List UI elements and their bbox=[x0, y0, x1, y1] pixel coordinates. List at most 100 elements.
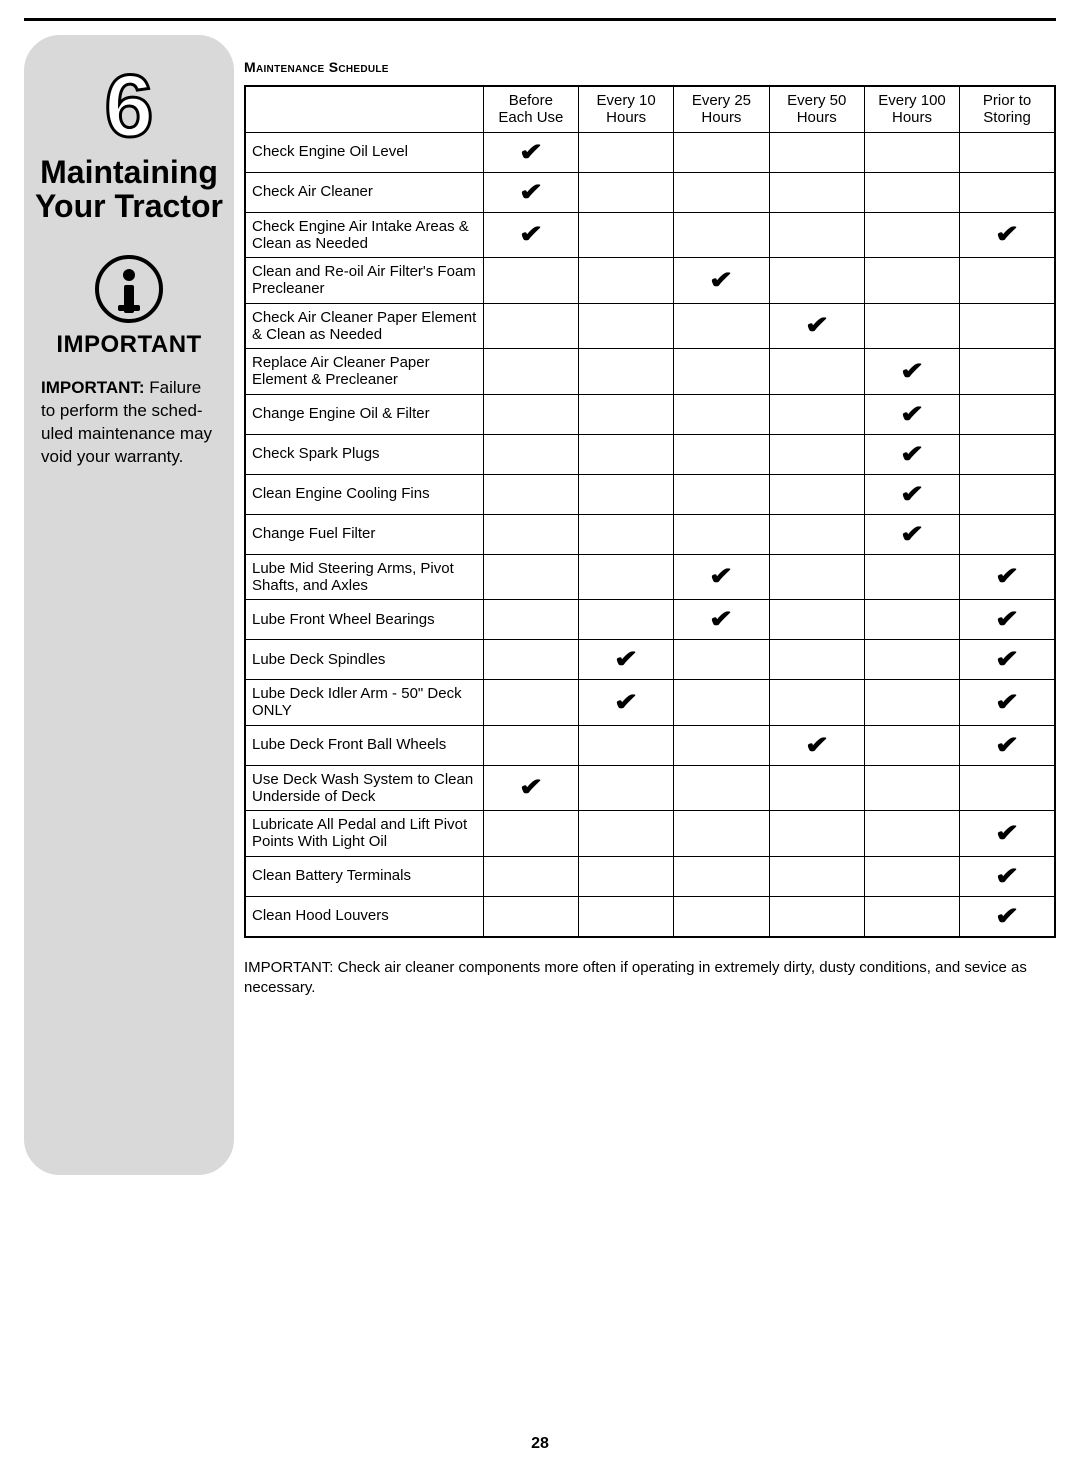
mark-cell: ✔ bbox=[960, 856, 1055, 896]
mark-cell: ✔ bbox=[960, 640, 1055, 680]
mark-cell bbox=[769, 640, 864, 680]
task-cell: Check Air Cleaner bbox=[245, 172, 483, 212]
mark-cell bbox=[864, 896, 959, 937]
important-body: IMPORTANT: Failure to perform the sched­… bbox=[35, 377, 223, 469]
mark-cell bbox=[769, 434, 864, 474]
top-rule bbox=[24, 18, 1056, 21]
mark-cell bbox=[960, 172, 1055, 212]
table-row: Lube Front Wheel Bearings✔✔ bbox=[245, 600, 1055, 640]
mark-cell bbox=[960, 474, 1055, 514]
schedule-title: Maintenance Schedule bbox=[244, 59, 1056, 75]
mark-cell bbox=[960, 132, 1055, 172]
page: 6 Maintaining Your Tractor IMPORTANT IMP… bbox=[0, 0, 1080, 1473]
mark-cell bbox=[864, 640, 959, 680]
mark-cell: ✔ bbox=[960, 811, 1055, 857]
mark-cell bbox=[483, 349, 578, 395]
col-header: Every 25Hours bbox=[674, 86, 769, 132]
table-row: Clean Battery Terminals✔ bbox=[245, 856, 1055, 896]
mark-cell bbox=[674, 434, 769, 474]
task-cell: Lube Deck Idler Arm - 50" Deck ONLY bbox=[245, 680, 483, 726]
mark-cell bbox=[579, 856, 674, 896]
mark-cell: ✔ bbox=[769, 303, 864, 349]
task-cell: Clean and Re-oil Air Filter's Foam Precl… bbox=[245, 258, 483, 304]
mark-cell bbox=[674, 212, 769, 258]
mark-cell bbox=[674, 680, 769, 726]
check-icon: ✔ bbox=[995, 220, 1019, 249]
mark-cell bbox=[960, 258, 1055, 304]
check-icon: ✔ bbox=[995, 862, 1019, 891]
table-row: Lube Deck Front Ball Wheels✔✔ bbox=[245, 725, 1055, 765]
mark-cell bbox=[769, 600, 864, 640]
check-icon: ✔ bbox=[519, 178, 543, 207]
sidebar-tab: 6 Maintaining Your Tractor IMPORTANT IMP… bbox=[24, 35, 234, 1175]
mark-cell bbox=[579, 765, 674, 811]
table-row: Lube Mid Steering Arms, Pivot Shafts, an… bbox=[245, 554, 1055, 600]
col-header: Every 100Hours bbox=[864, 86, 959, 132]
mark-cell bbox=[483, 554, 578, 600]
table-row: Check Air Cleaner ✔ bbox=[245, 172, 1055, 212]
mark-cell: ✔ bbox=[960, 896, 1055, 937]
check-icon: ✔ bbox=[900, 400, 924, 429]
mark-cell bbox=[674, 514, 769, 554]
mark-cell: ✔ bbox=[960, 680, 1055, 726]
mark-cell bbox=[674, 811, 769, 857]
chapter-number: 6 bbox=[35, 62, 223, 150]
mark-cell: ✔ bbox=[674, 600, 769, 640]
mark-cell bbox=[579, 514, 674, 554]
check-icon: ✔ bbox=[900, 440, 924, 469]
mark-cell bbox=[769, 394, 864, 434]
task-cell: Check Air Cleaner Paper Ele­ment & Clean… bbox=[245, 303, 483, 349]
check-icon: ✔ bbox=[995, 645, 1019, 674]
task-cell: Check Spark Plugs bbox=[245, 434, 483, 474]
mark-cell bbox=[579, 258, 674, 304]
check-icon: ✔ bbox=[805, 731, 829, 760]
mark-cell bbox=[769, 212, 864, 258]
check-icon: ✔ bbox=[995, 605, 1019, 634]
table-row: Use Deck Wash System to Clean Underside … bbox=[245, 765, 1055, 811]
check-icon: ✔ bbox=[805, 311, 829, 340]
maintenance-table: BeforeEach UseEvery 10HoursEvery 25Hours… bbox=[244, 85, 1056, 938]
mark-cell: ✔ bbox=[864, 474, 959, 514]
mark-cell: ✔ bbox=[674, 554, 769, 600]
mark-cell bbox=[483, 896, 578, 937]
mark-cell bbox=[579, 349, 674, 395]
mark-cell bbox=[864, 725, 959, 765]
page-number: 28 bbox=[24, 1435, 1056, 1473]
mark-cell bbox=[483, 640, 578, 680]
mark-cell bbox=[864, 303, 959, 349]
mark-cell bbox=[579, 394, 674, 434]
table-row: Check Engine Oil Level✔ bbox=[245, 132, 1055, 172]
mark-cell bbox=[674, 303, 769, 349]
mark-cell bbox=[579, 172, 674, 212]
check-icon: ✔ bbox=[900, 480, 924, 509]
mark-cell: ✔ bbox=[864, 394, 959, 434]
table-row: Change Engine Oil & Filter ✔ bbox=[245, 394, 1055, 434]
task-cell: Change Fuel Filter bbox=[245, 514, 483, 554]
check-icon: ✔ bbox=[614, 688, 638, 717]
mark-cell bbox=[674, 896, 769, 937]
mark-cell bbox=[769, 514, 864, 554]
mark-cell: ✔ bbox=[960, 600, 1055, 640]
mark-cell bbox=[769, 474, 864, 514]
important-label: IMPORTANT: bbox=[41, 378, 145, 397]
col-task bbox=[245, 86, 483, 132]
mark-cell: ✔ bbox=[579, 680, 674, 726]
mark-cell bbox=[769, 172, 864, 212]
task-cell: Change Engine Oil & Filter bbox=[245, 394, 483, 434]
mark-cell bbox=[769, 258, 864, 304]
mark-cell bbox=[674, 725, 769, 765]
mark-cell bbox=[579, 474, 674, 514]
mark-cell bbox=[769, 811, 864, 857]
check-icon: ✔ bbox=[519, 138, 543, 167]
sidebar: 6 Maintaining Your Tractor IMPORTANT IMP… bbox=[24, 35, 234, 1175]
mark-cell bbox=[674, 856, 769, 896]
mark-cell bbox=[864, 765, 959, 811]
mark-cell bbox=[674, 132, 769, 172]
mark-cell bbox=[769, 765, 864, 811]
mark-cell bbox=[864, 554, 959, 600]
chapter-title-line2: Your Tractor bbox=[35, 188, 223, 224]
mark-cell bbox=[864, 132, 959, 172]
mark-cell bbox=[579, 554, 674, 600]
mark-cell bbox=[864, 811, 959, 857]
task-cell: Lubricate All Pedal and Lift Pivot Point… bbox=[245, 811, 483, 857]
